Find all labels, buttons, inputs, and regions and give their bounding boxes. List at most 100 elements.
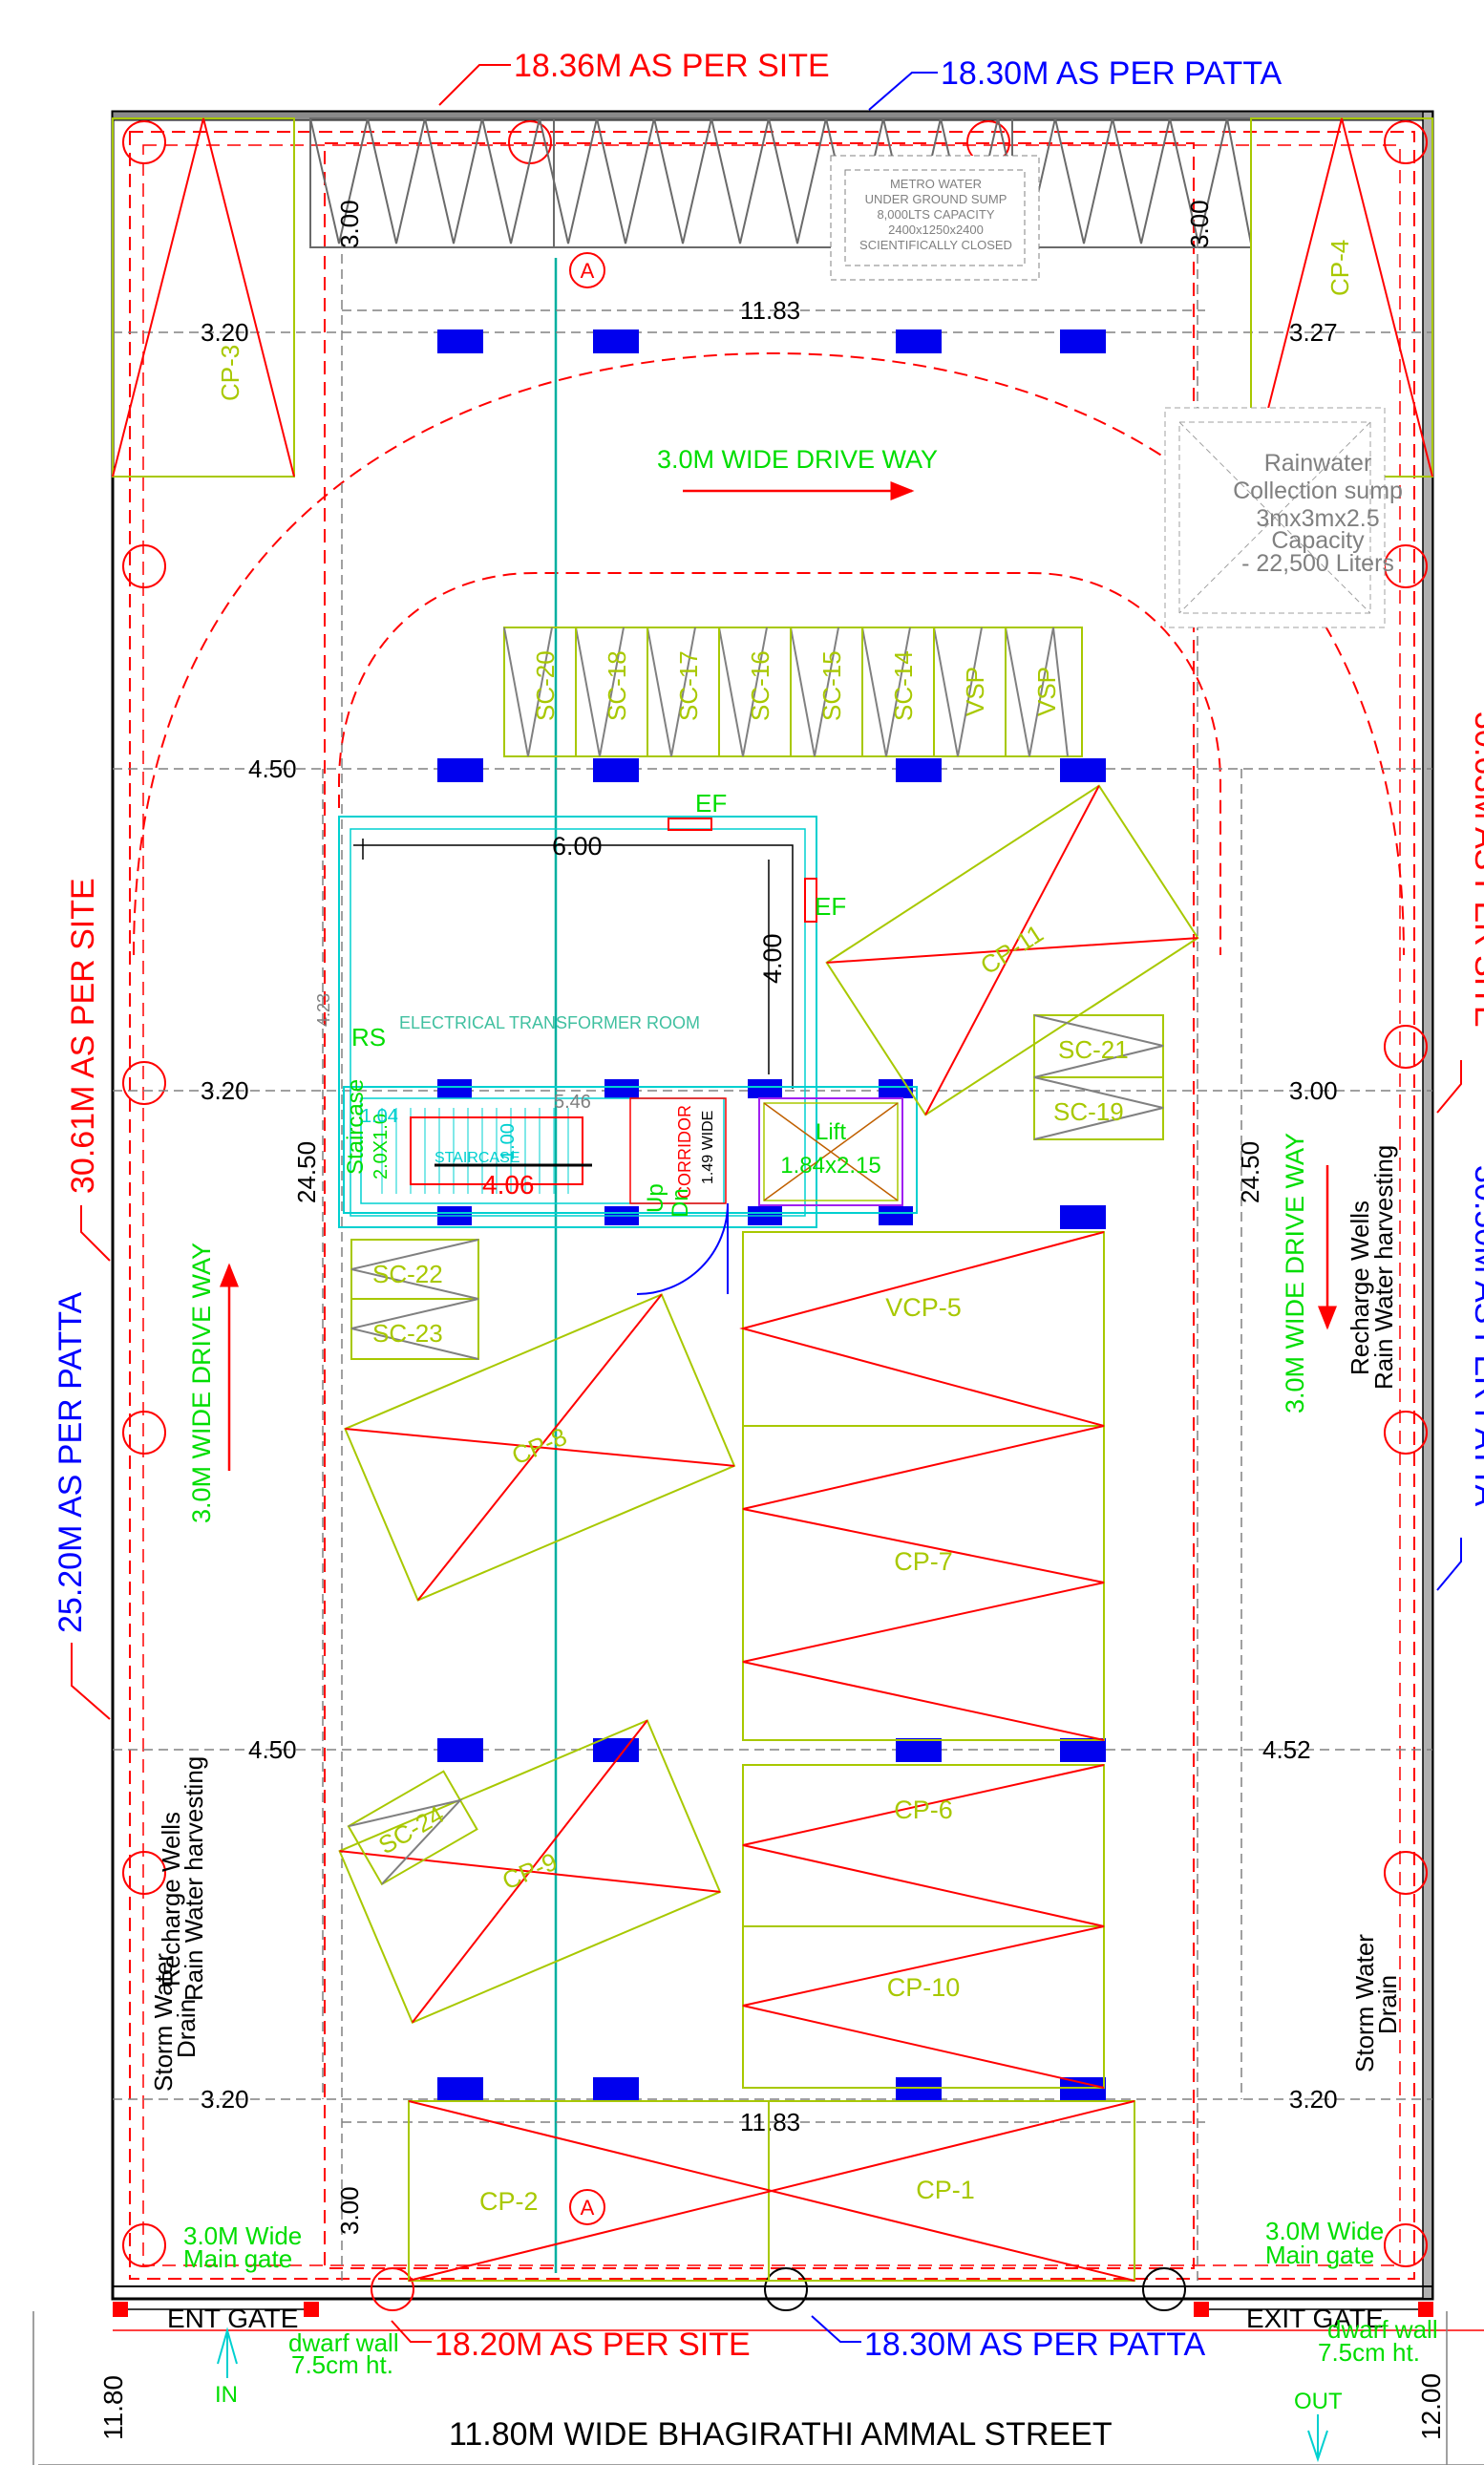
- columns: [437, 329, 1106, 2101]
- vcp5-label: VCP-5: [885, 1293, 962, 1322]
- top-site-label: 18.36M AS PER SITE: [514, 48, 830, 84]
- dim-bottom-left-3: 3.00: [335, 2186, 364, 2235]
- metro-sump-line: 2400x1250x2400: [888, 223, 984, 237]
- recharge-labels: Recharge Wells Rain Water harvesting Rec…: [149, 1145, 1402, 2092]
- metro-sump-line: 8,000LTS CAPACITY: [877, 207, 994, 222]
- transformer-label: ELECTRICAL TRANSFORMER ROOM: [399, 1013, 700, 1032]
- rs-label: RS: [351, 1023, 386, 1052]
- rain-sump-line: Rainwater: [1264, 450, 1372, 477]
- scooter-sc22-sc23: SC-22 SC-23: [350, 1239, 479, 1360]
- out-label: OUT: [1294, 2389, 1343, 2414]
- vsp1-label: VSP: [961, 667, 989, 716]
- metro-sump-line: METRO WATER: [890, 177, 982, 191]
- dim-row4-left: 4.50: [248, 1735, 297, 1764]
- sc16-label: SC-16: [746, 650, 774, 721]
- in-label: IN: [215, 2382, 238, 2408]
- parking-bottom: CP-2 CP-1: [408, 2100, 1135, 2282]
- transformer-room: EF EF 6.00 4.00 4.23 RS ELECTRICAL TRANS…: [314, 789, 846, 1228]
- stair-4-06: 4.06: [482, 1170, 535, 1200]
- dwarf-right-line2: 7.5cm ht.: [1318, 2338, 1420, 2367]
- lift: Lift 1.84x2.15: [758, 1097, 903, 1206]
- parking-cp11: CP-11: [825, 784, 1199, 1116]
- rain-sump-line: - 22,500 Liters: [1241, 550, 1394, 577]
- cp4-label: CP-4: [1325, 240, 1354, 296]
- room-height-label: 4.00: [758, 933, 787, 984]
- driveway-left: 3.0M WIDE DRIVE WAY: [187, 1243, 239, 1523]
- dim-top-11-83: 11.83: [740, 296, 800, 325]
- main-gate-left-line1: 3.0M Wide: [183, 2221, 302, 2250]
- dwarf-left-line2: 7.5cm ht.: [291, 2350, 393, 2379]
- sc23-label: SC-23: [372, 1319, 443, 1348]
- storm-left-line1: Storm Water: [149, 1953, 178, 2092]
- street-width-right: 12.00: [1416, 2373, 1446, 2440]
- cp11-label: CP-11: [975, 919, 1049, 980]
- site-boundary: [38, 110, 1484, 2465]
- dim-row5-right: 3.20: [1289, 2085, 1338, 2114]
- stair-5-46: 5.46: [554, 1092, 591, 1113]
- sc20-label: SC-20: [531, 650, 560, 721]
- cp7-label: CP-7: [894, 1547, 953, 1576]
- storm-right-line1: Storm Water: [1350, 1934, 1379, 2072]
- dwarf-left-line1: dwarf wall: [288, 2328, 399, 2357]
- sc17-label: SC-17: [674, 650, 703, 721]
- corridor-label: CORRIDOR: [675, 1105, 694, 1199]
- corridor-width-label: 1.49 WIDE: [700, 1111, 716, 1184]
- storm-left-line2: Drain: [172, 1999, 201, 2058]
- dim-height-right: 24.50: [1236, 1141, 1264, 1203]
- rain-sump-line: Capacity: [1271, 527, 1365, 554]
- ef-right-label: EF: [815, 892, 846, 921]
- room-width-label: 6.00: [552, 832, 603, 861]
- main-gate-right-line1: 3.0M Wide: [1265, 2217, 1384, 2245]
- cp10-label: CP-10: [887, 1973, 961, 2002]
- rain-sump-line: Collection sump: [1233, 478, 1403, 504]
- top-patta-label: 18.30M AS PER PATTA: [941, 55, 1282, 92]
- stair-1-00: 1.00: [498, 1123, 519, 1160]
- sc24-label: SC-24: [373, 1799, 449, 1859]
- sc18-label: SC-18: [603, 650, 631, 721]
- dim-height-left: 24.50: [292, 1141, 321, 1203]
- recharge-right-line1: Recharge Wells: [1346, 1201, 1374, 1375]
- dim-bottom-11-83: 11.83: [740, 2108, 800, 2136]
- scooter-row-top: SC-20 SC-18 SC-17 SC-16 SC-15 SC-14 VSP …: [503, 627, 1083, 757]
- cp1-label: CP-1: [916, 2176, 975, 2204]
- scooter-sc24: SC-24: [347, 1770, 478, 1886]
- dimension-labels: 3.00 3.00 11.83 3.20 3.27 4.50 3.20 3.00…: [201, 200, 1338, 2235]
- street-width-left: 11.80: [98, 2375, 128, 2440]
- gates: ENT GATE EXIT GATE 3.0M Wide Main gate 3…: [113, 2217, 1438, 2463]
- staircase-label: Staircase: [343, 1079, 369, 1175]
- metro-sump-line: UNDER GROUND SUMP: [865, 192, 1007, 206]
- bottom-patta-label: 18.30M AS PER PATTA: [864, 2327, 1205, 2363]
- left-patta-label: 25.20M AS PER PATTA: [53, 1292, 89, 1633]
- cp6-label: CP-6: [894, 1796, 953, 1824]
- dim-row1-left: 3.20: [201, 318, 249, 347]
- top-ramp: [309, 117, 1252, 248]
- recharge-left-line2: Rain Water harvesting: [180, 1756, 208, 2001]
- driveway-top: 3.0M WIDE DRIVE WAY: [657, 445, 938, 500]
- cp3-label: CP-3: [216, 345, 244, 401]
- sc21-label: SC-21: [1058, 1035, 1129, 1064]
- metro-water-sump: METRO WATER UNDER GROUND SUMP 8,000LTS C…: [830, 155, 1040, 281]
- driveway-right: 3.0M WIDE DRIVE WAY: [1281, 1133, 1337, 1413]
- lift-label: Lift: [816, 1119, 846, 1145]
- parking-cp9: CP-9: [338, 1719, 722, 2024]
- right-patta-label: 30.50M AS PER PATTA: [1468, 1165, 1484, 1506]
- up-label: Up: [643, 1183, 668, 1213]
- recharge-left-line1: Recharge Wells: [157, 1812, 185, 1987]
- cp8-label: CP-8: [507, 1422, 570, 1471]
- sc15-label: SC-15: [817, 650, 846, 721]
- cp9-label: CP-9: [498, 1847, 561, 1896]
- sc14-label: SC-14: [889, 650, 918, 721]
- room-side-label: 4.23: [314, 993, 333, 1027]
- right-site-label: 30.63M AS PER SITE: [1468, 712, 1484, 1028]
- dim-row3-right: 3.00: [1289, 1076, 1338, 1105]
- dim-row4-right: 4.52: [1262, 1735, 1311, 1764]
- manhole-circles: [764, 2267, 1186, 2311]
- dim-row2-left: 4.50: [248, 754, 297, 783]
- driveway-left-label: 3.0M WIDE DRIVE WAY: [187, 1243, 216, 1523]
- driveway-right-label: 3.0M WIDE DRIVE WAY: [1281, 1133, 1309, 1413]
- stair-1-04: 1.04: [361, 1106, 398, 1127]
- street-name: 11.80M WIDE BHAGIRATHI AMMAL STREET: [449, 2416, 1113, 2453]
- scooter-sc21-sc19: SC-21 SC-19: [1033, 1014, 1164, 1140]
- stair-size-label: 2.0X1.0: [371, 1114, 392, 1179]
